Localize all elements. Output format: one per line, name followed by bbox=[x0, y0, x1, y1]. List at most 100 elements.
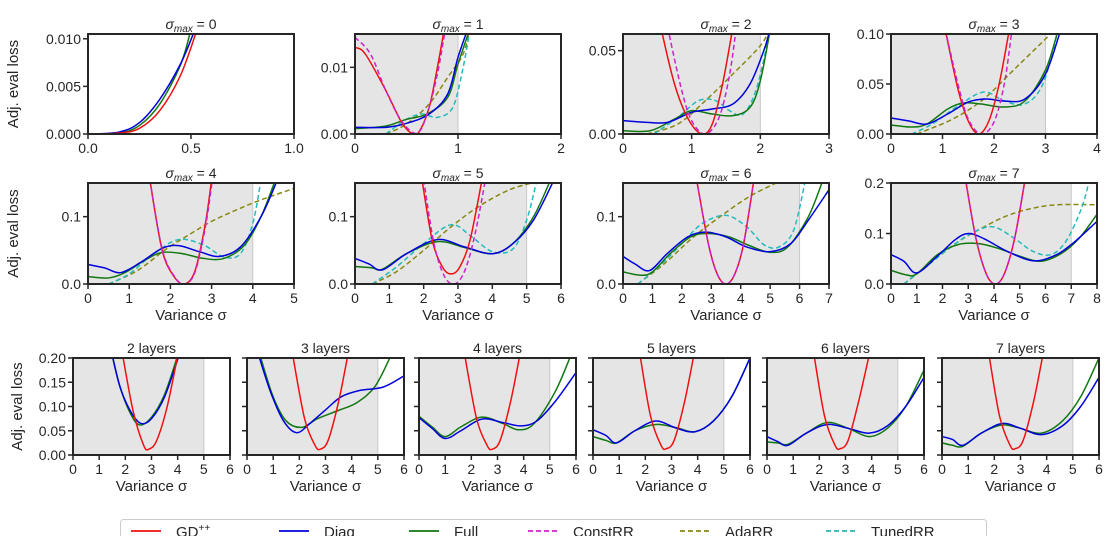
x-tick-label: 5 bbox=[546, 461, 554, 477]
x-tick-label: 0 bbox=[69, 461, 77, 477]
legend-label: Full bbox=[454, 524, 478, 536]
x-tick-label: 3 bbox=[454, 290, 462, 306]
series-line-gd bbox=[464, 358, 521, 451]
x-tick-label: 0 bbox=[351, 290, 359, 306]
x-tick-label: 0 bbox=[619, 140, 627, 156]
x-tick-label: 4 bbox=[737, 290, 745, 306]
subplot-title: σmax = 2 bbox=[700, 16, 751, 35]
x-tick-label: 7 bbox=[825, 290, 833, 306]
series-line-gd bbox=[421, 183, 483, 275]
x-tick-label: 3 bbox=[668, 461, 676, 477]
x-tick-label: 1 bbox=[789, 461, 797, 477]
x-tick-label: 4 bbox=[520, 461, 528, 477]
series-group bbox=[623, 183, 829, 284]
series-line-diag bbox=[88, 183, 277, 274]
series-line-diag bbox=[258, 358, 404, 434]
subplot-8: 0 1 2 3 4 5 6 7 8 0.0 0.1 0.2 σmax = 7 Variance σ bbox=[865, 165, 1102, 324]
series-line-full bbox=[891, 34, 1058, 128]
y-tick-label: 0.05 bbox=[857, 76, 884, 92]
x-tick-label: 5 bbox=[523, 290, 531, 306]
legend-item-full: Full bbox=[409, 524, 478, 536]
x-tick-label: 2 bbox=[420, 290, 428, 306]
x-tick-label: 0 bbox=[589, 461, 597, 477]
subplot-title: σmax = 1 bbox=[432, 16, 483, 35]
subplot-title: 4 layers bbox=[473, 340, 522, 356]
y-tick-label: 0.05 bbox=[39, 423, 66, 439]
x-tick-label: 3 bbox=[842, 461, 850, 477]
y-tick-label: 0.00 bbox=[321, 126, 348, 142]
x-tick-label: 4 bbox=[990, 290, 998, 306]
legend-label: AdaRR bbox=[725, 524, 774, 536]
series-line-full bbox=[891, 213, 1097, 277]
series-line-gd bbox=[639, 358, 695, 451]
legend-label-text: Diag bbox=[324, 524, 355, 536]
y-tick-label: 0.15 bbox=[39, 374, 66, 390]
series-line-gd bbox=[661, 34, 733, 134]
x-tick-label: 1 bbox=[615, 461, 623, 477]
x-tick-label: 2 bbox=[990, 140, 998, 156]
series-line-diag bbox=[88, 34, 195, 134]
series-group bbox=[942, 358, 1099, 451]
y-tick-label: 0.00 bbox=[857, 126, 884, 142]
shaded-region bbox=[891, 34, 1046, 134]
y-tick-label: 0.0 bbox=[865, 276, 885, 292]
y-tick-label: 0.05 bbox=[589, 43, 616, 59]
x-tick-label: 3 bbox=[148, 461, 156, 477]
title-subscript: max bbox=[441, 24, 461, 35]
legend-label: TunedRR bbox=[871, 524, 935, 536]
x-tick-label: 3 bbox=[964, 290, 972, 306]
legend-label: ConstRR bbox=[573, 524, 634, 536]
x-tick-label: 0 bbox=[938, 461, 946, 477]
title-symbol: σ bbox=[165, 165, 174, 181]
y-tick-label: 0.2 bbox=[865, 175, 885, 191]
subplot-title: σmax = 0 bbox=[165, 16, 216, 35]
y-tick-label: 0.1 bbox=[62, 209, 82, 225]
series-line-gd bbox=[122, 358, 178, 451]
x-tick-label: 7 bbox=[1067, 290, 1075, 306]
x-tick-label: 0.5 bbox=[181, 140, 201, 156]
subplot-title: 7 layers bbox=[996, 340, 1045, 356]
series-line-ada bbox=[385, 34, 470, 134]
title-subscript: max bbox=[174, 173, 194, 184]
legend: GD++ Diag Full ConstRR AdaRR TunedRR bbox=[120, 519, 987, 536]
x-tick-label: 6 bbox=[1095, 461, 1103, 477]
series-line-tuned bbox=[911, 34, 1058, 134]
axes-frame bbox=[622, 182, 830, 285]
x-tick-label: 4 bbox=[868, 461, 876, 477]
series-line-diag bbox=[891, 34, 1061, 125]
legend-item-gd: GD++ bbox=[131, 523, 210, 536]
series-group bbox=[355, 34, 470, 134]
axes-frame bbox=[87, 182, 295, 285]
series-line-const bbox=[965, 183, 1026, 284]
series-line-tuned bbox=[371, 183, 537, 284]
subplot-11: 0 1 2 3 4 5 6 4 layers Variance σ bbox=[414, 340, 580, 495]
title-symbol: σ bbox=[700, 16, 709, 32]
series-group bbox=[891, 183, 1097, 284]
x-tick-label: 4 bbox=[348, 461, 356, 477]
title-value: = 7 bbox=[996, 165, 1020, 181]
x-tick-label: 1 bbox=[95, 461, 103, 477]
x-tick-label: 6 bbox=[572, 461, 580, 477]
series-line-diag bbox=[419, 372, 576, 440]
x-tick-label: 2 bbox=[167, 290, 175, 306]
y-tick-label: 0.10 bbox=[857, 26, 884, 42]
y-tick-label: 0.10 bbox=[39, 399, 66, 415]
x-tick-label: 2 bbox=[467, 461, 475, 477]
x-tick-label: 0 bbox=[619, 290, 627, 306]
title-value: = 6 bbox=[728, 165, 752, 181]
title-subscript: max bbox=[709, 173, 729, 184]
x-tick-label: 2 bbox=[295, 461, 303, 477]
series-group bbox=[623, 34, 771, 134]
subplot-title: 5 layers bbox=[647, 340, 696, 356]
subplot-9: 0 1 2 3 4 5 6 0.00 0.05 0.10 0.15 0.20 2 layers Varia… bbox=[9, 340, 234, 495]
x-tick-label: 3 bbox=[825, 140, 833, 156]
series-line-full bbox=[88, 183, 275, 279]
y-tick-label: 0.000 bbox=[46, 126, 81, 142]
series-line-ada bbox=[371, 183, 535, 284]
y-axis-label: Adj. eval loss bbox=[9, 362, 26, 450]
x-tick-label: 6 bbox=[920, 461, 928, 477]
y-tick-label: 0.0 bbox=[329, 276, 349, 292]
title-symbol: σ bbox=[700, 165, 709, 181]
subplot-13: 0 1 2 3 4 5 6 6 layers Variance σ bbox=[762, 340, 928, 495]
x-tick-label: 6 bbox=[400, 461, 408, 477]
